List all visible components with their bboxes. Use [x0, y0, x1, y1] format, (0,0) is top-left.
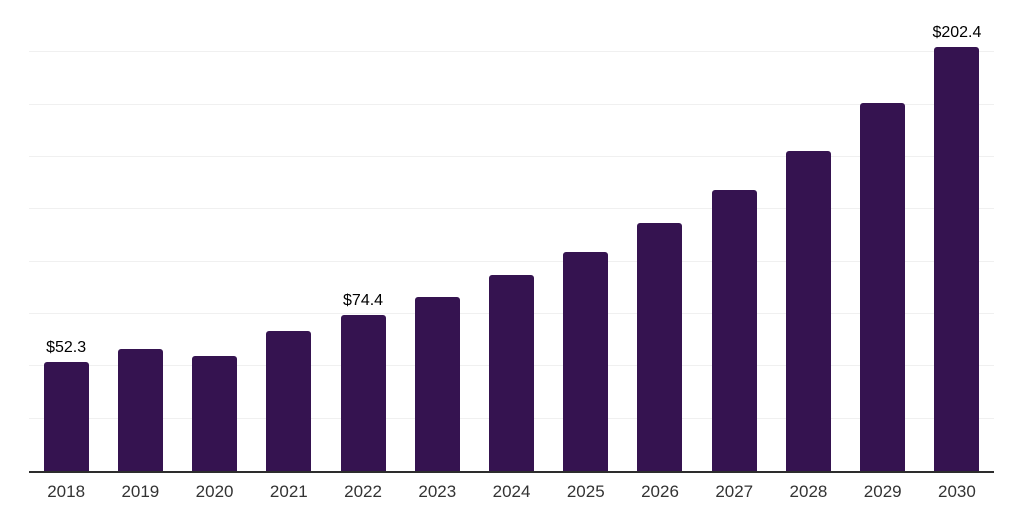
x-axis-label-2019: 2019: [121, 482, 160, 501]
bar-slot-2026: [623, 0, 697, 471]
x-axis-label-2024: 2024: [492, 482, 531, 501]
bar-2029: [860, 103, 906, 471]
gridline-150: [29, 156, 994, 158]
x-axis-label-2026: 2026: [641, 482, 679, 501]
bar-slot-2018: $52.3: [29, 0, 103, 471]
bar-2019: [117, 348, 163, 471]
bar-2020: [192, 355, 238, 471]
bar-2024: [489, 275, 535, 471]
bar-2026: [637, 222, 683, 471]
bar-slot-2021: [252, 0, 326, 471]
bar-slot-2027: [697, 0, 771, 471]
bar-2028: [785, 150, 831, 471]
gridline-125: [29, 208, 994, 210]
bar-slot-2022: $74.4: [326, 0, 400, 471]
bar-2023: [414, 296, 460, 471]
bar-slot-2030: $202.4: [920, 0, 994, 471]
bar-slot-2019: [103, 0, 177, 471]
bars-row: $52.3 $74.4 $202.4: [29, 0, 994, 471]
gridline-200: [29, 51, 994, 53]
x-axis-label-2018: 2018: [47, 482, 86, 501]
bar-2022: $74.4: [340, 292, 386, 471]
bar-2018: $52.3: [43, 339, 89, 471]
x-axis-label-2023: 2023: [418, 482, 457, 501]
bar-2027: [711, 190, 757, 471]
bar-value-label-2018: $52.3: [46, 338, 87, 356]
bar-value-label-2030: $202.4: [932, 24, 982, 42]
x-axis-label-2022: 2022: [344, 482, 382, 501]
x-axis-label-2030: 2030: [938, 482, 976, 501]
bar-slot-2028: [771, 0, 845, 471]
x-axis-label-2021: 2021: [269, 482, 308, 501]
x-axis-label-2028: 2028: [789, 482, 828, 501]
bar-slot-2024: [474, 0, 548, 471]
gridline-175: [29, 103, 994, 105]
bar-2021: [266, 330, 312, 471]
bar-2025: [563, 251, 609, 471]
bar-value-label-2022: $74.4: [343, 292, 384, 310]
x-axis-label-2027: 2027: [715, 482, 754, 501]
bar-slot-2020: [177, 0, 251, 471]
bar-2030: $202.4: [932, 24, 981, 471]
x-axis-label-2020: 2020: [195, 482, 234, 501]
x-axis-labels: 2018 2019 2020 2021 2022 2023 2024 2025 2026 2027…: [29, 482, 994, 502]
bar-slot-2029: [846, 0, 920, 471]
x-axis-label-2029: 2029: [863, 482, 902, 501]
gridline-100: [29, 260, 994, 262]
bar-slot-2025: [549, 0, 623, 471]
bar-slot-2023: [400, 0, 474, 471]
x-axis-label-2025: 2025: [566, 482, 605, 501]
plot-area: $52.3 $74.4 $202.4: [29, 0, 994, 473]
